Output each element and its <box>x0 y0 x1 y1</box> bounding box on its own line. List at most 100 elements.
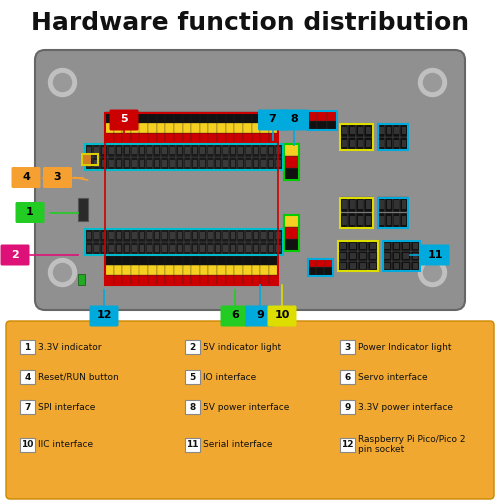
Bar <box>394 263 400 269</box>
Bar <box>269 132 278 142</box>
Bar <box>110 146 114 154</box>
FancyBboxPatch shape <box>12 167 40 188</box>
Bar <box>20 340 35 354</box>
Text: IO interface: IO interface <box>203 372 256 382</box>
Bar <box>254 160 258 168</box>
Bar <box>268 144 275 157</box>
Bar <box>85 242 92 255</box>
Bar <box>154 144 161 157</box>
Bar <box>155 160 160 168</box>
Bar <box>216 244 220 252</box>
Bar <box>208 255 217 265</box>
Bar <box>193 232 198 239</box>
Bar <box>382 241 392 251</box>
Text: 6: 6 <box>344 372 350 382</box>
Bar <box>191 275 200 285</box>
Bar <box>340 124 348 137</box>
Bar <box>317 120 327 130</box>
Bar <box>238 146 243 154</box>
Bar <box>178 232 182 239</box>
Bar <box>366 126 371 134</box>
Bar <box>162 244 167 252</box>
Bar <box>356 212 364 228</box>
Text: Servo interface: Servo interface <box>358 372 428 382</box>
Bar <box>392 124 400 137</box>
Text: Hardware function distribution: Hardware function distribution <box>31 10 469 34</box>
Bar <box>182 132 191 142</box>
Bar <box>174 132 182 142</box>
Bar <box>223 232 228 239</box>
Bar <box>200 265 208 275</box>
Bar <box>192 144 199 157</box>
Bar <box>401 261 410 271</box>
Bar <box>348 241 358 251</box>
Bar <box>138 157 146 170</box>
Bar <box>185 370 200 384</box>
Bar <box>342 140 346 147</box>
Bar <box>378 212 385 228</box>
Bar <box>168 242 176 255</box>
Bar <box>284 168 298 180</box>
Bar <box>217 265 226 275</box>
Bar <box>114 275 122 285</box>
Bar <box>269 160 274 168</box>
Bar <box>114 132 122 142</box>
Bar <box>231 160 235 168</box>
Bar <box>308 111 336 130</box>
Bar <box>208 265 217 275</box>
Bar <box>162 160 167 168</box>
Bar <box>191 265 200 275</box>
Bar <box>261 160 266 168</box>
Bar <box>394 140 398 147</box>
Bar <box>385 137 392 150</box>
Bar <box>208 232 212 239</box>
Bar <box>226 275 234 285</box>
Bar <box>260 265 269 275</box>
Bar <box>226 112 234 122</box>
Text: 5: 5 <box>120 114 128 124</box>
Bar <box>176 229 184 242</box>
Text: 3: 3 <box>54 172 62 182</box>
Bar <box>132 232 136 239</box>
Bar <box>358 251 368 261</box>
Bar <box>260 112 269 122</box>
Bar <box>252 242 260 255</box>
Bar <box>275 229 282 242</box>
Bar <box>386 200 391 209</box>
Bar <box>208 112 217 122</box>
Bar <box>140 232 144 239</box>
Bar <box>140 122 148 132</box>
Text: 2: 2 <box>11 250 19 260</box>
Bar <box>366 200 371 209</box>
Bar <box>358 140 363 147</box>
Bar <box>382 251 392 261</box>
Bar <box>20 438 35 452</box>
Bar <box>192 229 199 242</box>
Bar <box>276 146 281 154</box>
Bar <box>182 112 191 122</box>
Bar <box>386 140 391 147</box>
Bar <box>161 242 168 255</box>
Bar <box>356 198 364 212</box>
FancyBboxPatch shape <box>280 110 308 130</box>
Bar <box>131 112 140 122</box>
Bar <box>284 215 298 251</box>
Bar <box>234 122 243 132</box>
Bar <box>252 255 260 265</box>
Bar <box>308 258 316 267</box>
Bar <box>254 232 258 239</box>
Bar <box>234 132 243 142</box>
Bar <box>92 157 100 170</box>
Bar <box>370 253 376 259</box>
Bar <box>378 198 408 228</box>
Bar <box>157 265 166 275</box>
Bar <box>140 255 148 265</box>
Text: 2: 2 <box>190 342 196 351</box>
Bar <box>403 243 409 249</box>
Text: 5V indicator light: 5V indicator light <box>203 342 281 351</box>
Bar <box>185 400 200 414</box>
Bar <box>208 146 212 154</box>
Bar <box>176 242 184 255</box>
Bar <box>394 216 398 224</box>
Bar <box>366 140 371 147</box>
